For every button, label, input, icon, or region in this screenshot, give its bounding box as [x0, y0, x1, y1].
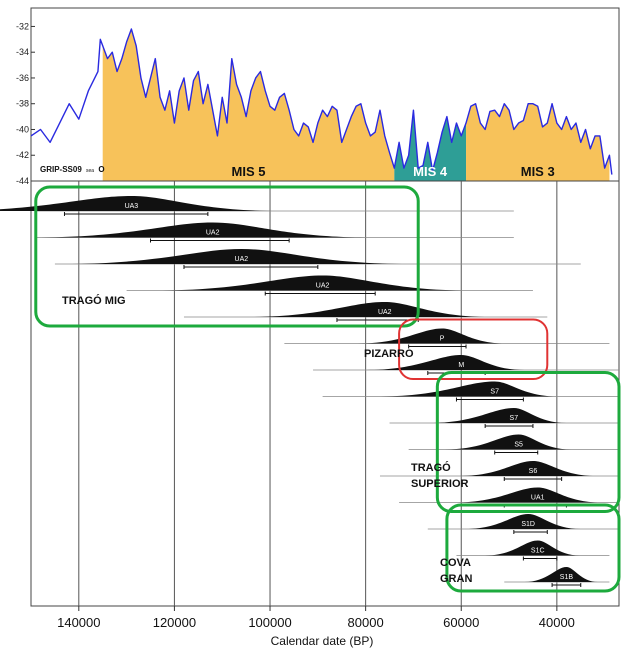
x-tick-label: 80000 [348, 615, 384, 630]
x-tick-label: 60000 [443, 615, 479, 630]
date-row-2: UA2 [33, 222, 514, 243]
date-row-1: UA3 [0, 196, 514, 216]
series-label: GRIP-SS09 sea O [40, 165, 105, 174]
isotope-series-line [30, 28, 613, 175]
group-label: COVA [440, 557, 471, 569]
date-label: UA2 [235, 256, 249, 263]
date-label: S5 [514, 442, 523, 449]
date-row-15: S1B [504, 567, 610, 587]
date-row-8: S7 [322, 381, 619, 402]
x-tick-label: 120000 [153, 615, 196, 630]
stage-label: MIS 4 [413, 164, 448, 179]
y-tick-label: -44 [16, 176, 29, 186]
x-tick-label: 140000 [57, 615, 100, 630]
date-label: UA3 [125, 203, 139, 210]
date-label: S6 [529, 468, 538, 475]
date-row-10: S5 [408, 434, 619, 455]
date-row-9: S7 [389, 408, 619, 428]
date-distribution [465, 514, 581, 529]
stage-band-3 [466, 103, 610, 181]
x-tick-label: 40000 [539, 615, 575, 630]
date-distribution [62, 249, 410, 264]
date-label: UA2 [378, 309, 392, 316]
group-label: PIZARRO [364, 348, 414, 360]
climate-record-panel: -32 -34 -36 -38 -40 -42 -44 MIS 5 MIS 4 MIS 3 GR… [16, 7, 620, 186]
date-distribution [366, 355, 525, 370]
date-row-13: S1D [427, 514, 619, 534]
group-box-4 [445, 503, 621, 593]
date-distribution [444, 434, 572, 450]
date-distribution [524, 567, 598, 582]
date-distribution [459, 461, 597, 476]
date-distribution [429, 408, 567, 423]
date-label: S7 [490, 389, 499, 396]
y-tick-label: -36 [16, 73, 29, 83]
date-row-11: S6 [379, 461, 619, 481]
group-label-line2: GRAN [440, 573, 472, 585]
y-tick-label: -42 [16, 150, 29, 160]
group-label: TRAGÓ [411, 461, 451, 474]
date-label: S1B [560, 574, 574, 581]
group-box-2 [398, 318, 549, 380]
date-row-14: S1C [456, 540, 610, 561]
date-distribution [0, 196, 279, 211]
date-row-3: UA2 [54, 249, 581, 269]
date-distribution [379, 381, 558, 397]
dates-panel: UA3 UA2 UA2 UA2 UA2 P M S7 S7 S5 S6 UA1 S1D S1C S1B TR… [0, 180, 621, 648]
x-tick-label: 100000 [248, 615, 291, 630]
date-label: M [458, 362, 464, 369]
date-row-4: UA2 [126, 275, 533, 296]
group-box-3 [435, 371, 621, 513]
group-label-line2: SUPERIOR [411, 478, 469, 490]
y-tick-label: -32 [16, 21, 29, 31]
stage-label: MIS 3 [521, 164, 555, 179]
y-tick-label: -38 [16, 99, 29, 109]
date-row-6: P [284, 328, 610, 349]
date-distribution [453, 487, 601, 503]
date-label: UA1 [531, 495, 545, 502]
y-tick-label: -34 [16, 47, 29, 57]
date-label: UA2 [206, 230, 220, 237]
stage-label: MIS 5 [232, 164, 266, 179]
x-axis-label: Calendar date (BP) [271, 634, 374, 648]
group-label: TRAGÓ MIG [62, 294, 126, 307]
date-distribution [485, 540, 580, 556]
date-label: S1D [521, 521, 535, 528]
date-label: P [440, 336, 445, 343]
date-label: S1C [531, 548, 545, 555]
date-distribution [248, 302, 490, 317]
date-row-5: UA2 [183, 302, 548, 322]
date-label: S7 [510, 415, 519, 422]
date-distribution [357, 328, 506, 344]
date-label: UA2 [316, 283, 330, 290]
group-box-1 [34, 185, 420, 328]
date-distribution [33, 222, 371, 238]
date-distribution [154, 275, 470, 291]
y-tick-label: -40 [16, 124, 29, 134]
